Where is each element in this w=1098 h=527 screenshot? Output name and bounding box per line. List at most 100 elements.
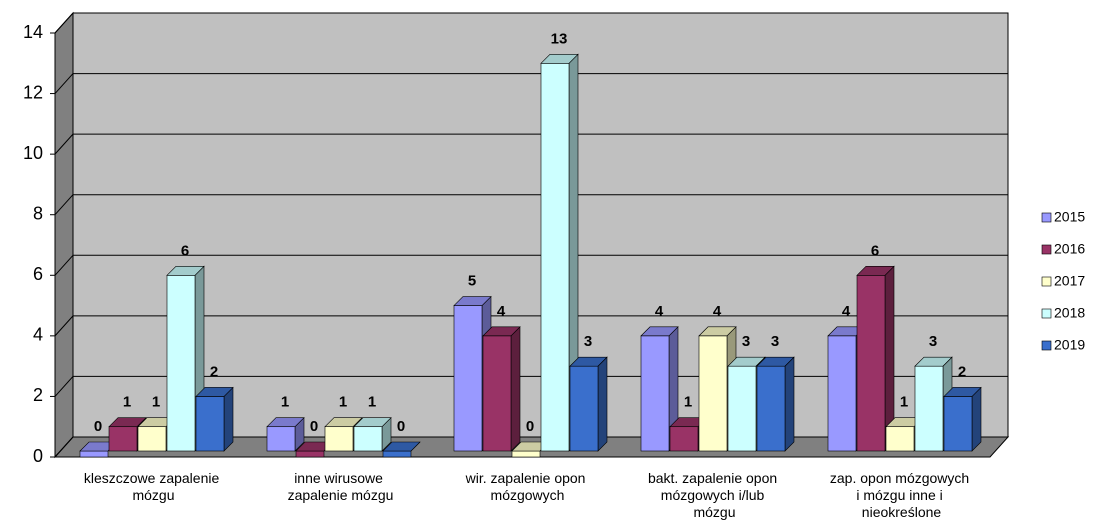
legend-label: 2016 [1054, 241, 1085, 257]
bar [453, 305, 483, 452]
y-tick-label: 14 [23, 22, 43, 42]
y-tick-label: 10 [23, 143, 43, 163]
value-label: 3 [771, 333, 779, 350]
bar-top [195, 387, 234, 397]
bar-top [266, 417, 305, 428]
legend-swatch [1041, 212, 1052, 223]
bar-side [597, 356, 608, 452]
y-tick-label: 0 [33, 446, 43, 466]
bar [79, 450, 109, 458]
grid-line [54, 194, 74, 216]
grid-line [54, 376, 74, 397]
bar-top [914, 356, 953, 367]
x-tick-label: bakt. zapalenie opon mózgowych i/lub móz… [648, 470, 781, 520]
bar-top [727, 356, 766, 367]
bar [669, 426, 699, 452]
bar [756, 365, 786, 452]
value-label: 6 [181, 242, 189, 259]
bar [540, 62, 570, 452]
bar [382, 450, 412, 458]
value-label: 0 [526, 418, 534, 435]
grid-line [54, 73, 74, 94]
bar [827, 335, 857, 452]
y-tick-label: 6 [33, 264, 43, 284]
value-label: 1 [339, 394, 347, 411]
value-label: 4 [497, 303, 506, 320]
bar [885, 426, 915, 452]
bar-top [856, 265, 895, 276]
value-label: 13 [551, 30, 568, 47]
value-label: 5 [468, 273, 476, 290]
legend-label: 2017 [1054, 273, 1085, 289]
y-tick-label: 2 [33, 385, 43, 405]
grid-line [54, 12, 74, 34]
bar-top [108, 417, 147, 428]
value-label: 4 [713, 303, 722, 320]
bar [727, 365, 757, 452]
value-label: 0 [94, 418, 102, 435]
grid-line [54, 436, 74, 458]
value-label: 1 [123, 394, 131, 411]
legend-swatch [1041, 340, 1052, 351]
value-label: 1 [281, 394, 289, 411]
bar [943, 396, 973, 452]
bar-top [324, 417, 363, 428]
bar-top [353, 417, 392, 428]
legend-swatch [1041, 308, 1052, 319]
bar-top [482, 326, 521, 337]
x-tick-label: zap. opon mózgowych i mózgu inne i nieok… [830, 470, 973, 520]
legend-label: 2019 [1054, 337, 1085, 353]
value-label: 1 [152, 394, 160, 411]
bar-side [223, 386, 234, 452]
legend-swatch [1041, 244, 1052, 255]
bar-top [640, 326, 679, 337]
bar-side [971, 386, 982, 452]
value-label: 4 [842, 303, 851, 320]
bar-top [698, 326, 737, 337]
bar-top [569, 356, 608, 367]
bar-top [943, 387, 982, 397]
legend-swatch [1041, 276, 1052, 287]
bar-side [510, 326, 521, 452]
bar-top [166, 265, 205, 276]
value-label: 0 [310, 418, 318, 435]
bar [353, 426, 383, 452]
value-label: 4 [655, 303, 664, 320]
value-label: 6 [871, 242, 879, 259]
bar [511, 450, 541, 458]
bar-top [382, 441, 421, 452]
side-wall [54, 11, 74, 459]
bar-top [540, 53, 579, 64]
bar-top [756, 356, 795, 367]
grid-line [54, 254, 74, 276]
legend-label: 2015 [1054, 209, 1085, 225]
legend-label: 2018 [1054, 305, 1085, 321]
value-label: 3 [584, 333, 592, 350]
y-tick-label: 12 [23, 82, 43, 102]
x-tick-label: inne wirusowe zapalenie mózgu [288, 470, 394, 503]
grid-line [54, 315, 74, 337]
bar [482, 335, 512, 452]
value-label: 1 [368, 394, 376, 411]
value-label: 2 [958, 363, 966, 380]
bar [195, 396, 225, 452]
value-label: 3 [929, 333, 937, 350]
x-tick-label: wir. zapalenie opon mózgowych [465, 470, 590, 503]
bar [856, 274, 886, 452]
bar-side [784, 356, 795, 452]
bar [137, 426, 167, 452]
value-label: 3 [742, 333, 750, 350]
bar [324, 426, 354, 452]
value-label: 1 [900, 394, 908, 411]
y-tick-label: 4 [33, 325, 43, 345]
bar [166, 274, 196, 452]
bar [108, 426, 138, 452]
y-tick-label: 8 [33, 203, 43, 223]
bar [914, 365, 944, 452]
value-label: 0 [397, 418, 405, 435]
bar-top [453, 296, 492, 306]
bar [569, 365, 599, 452]
bar [295, 450, 325, 458]
grid-line [54, 133, 74, 155]
value-label: 2 [210, 363, 218, 380]
